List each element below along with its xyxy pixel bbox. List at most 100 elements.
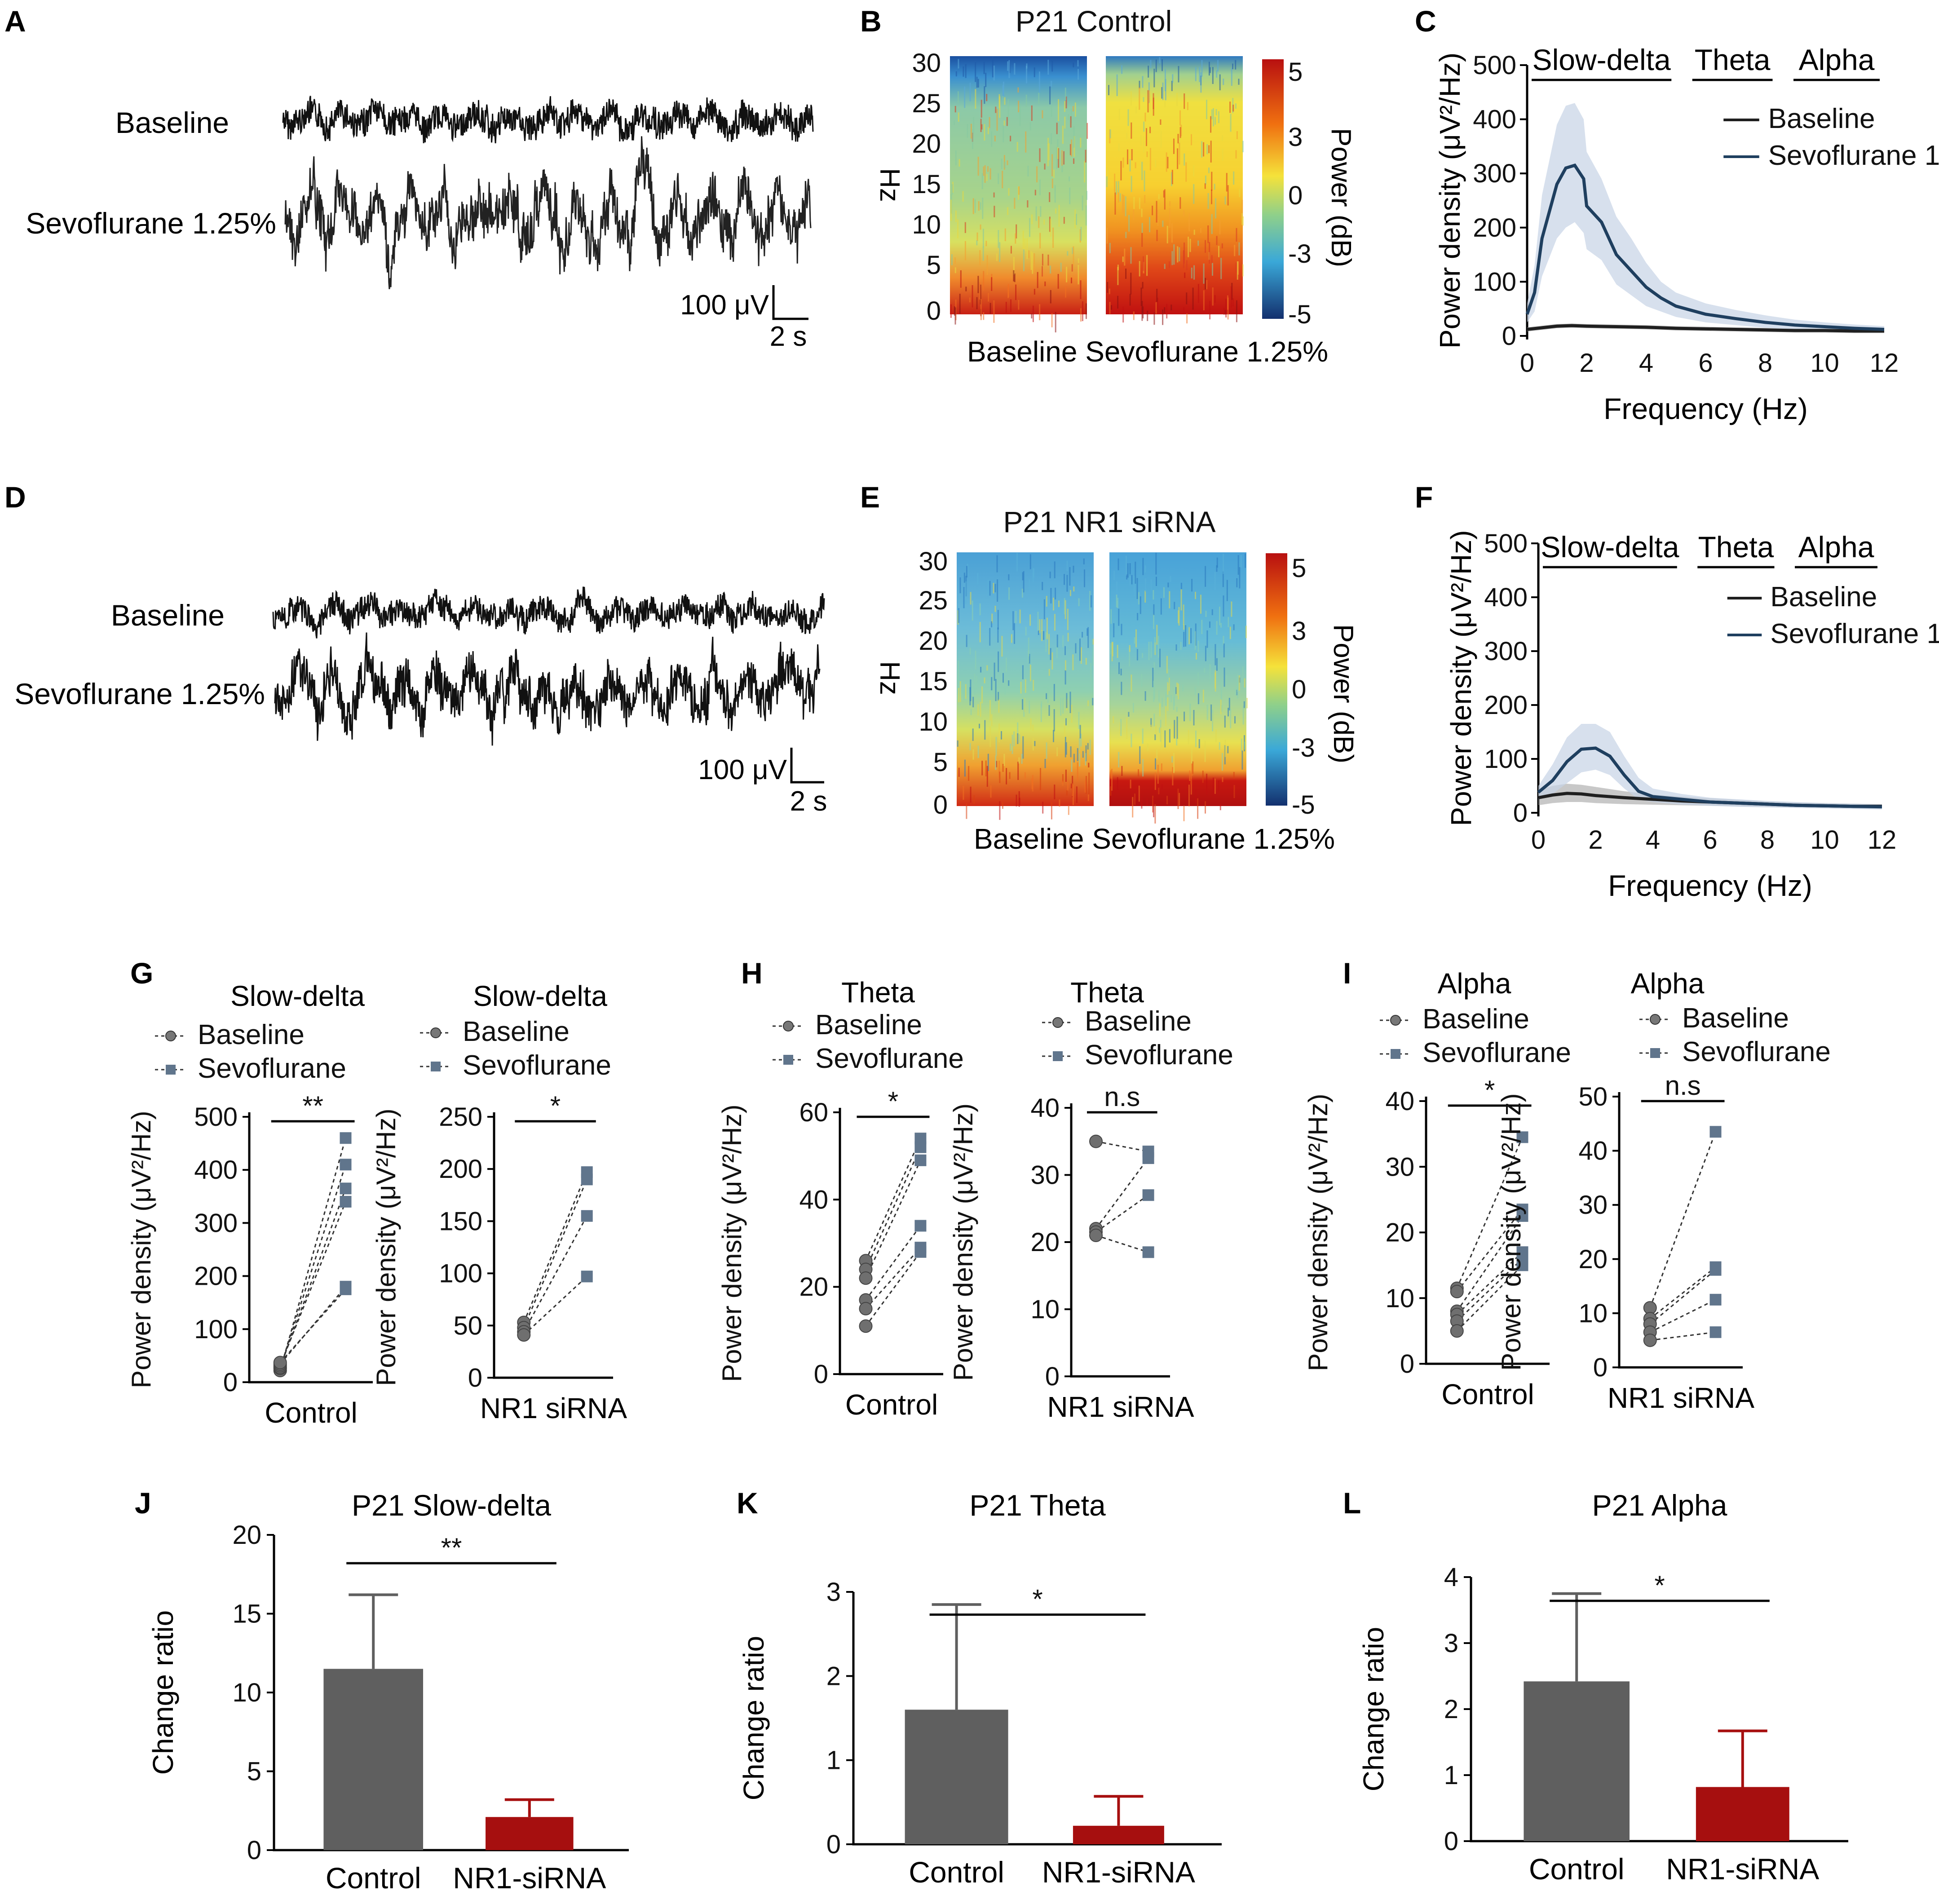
spectrogram-streak <box>1218 780 1219 792</box>
significance-label: * <box>1484 1075 1495 1105</box>
spectrogram-streak <box>1051 154 1053 176</box>
spectrogram-streak <box>1004 228 1006 241</box>
spectrogram-streak <box>1048 143 1050 160</box>
spectrogram-streak <box>1172 767 1174 785</box>
spectrogram-streak <box>1073 586 1075 592</box>
spectrogram-streak <box>982 198 984 219</box>
spectrogram-streak <box>1179 110 1181 126</box>
x-tick-label: 4 <box>1639 348 1653 378</box>
spectrogram-streak <box>960 270 962 288</box>
y-tick-label: 30 <box>1030 1161 1060 1190</box>
spectrogram-streak <box>1242 216 1244 226</box>
spectrogram-streak <box>1215 109 1217 115</box>
spectrogram-streak <box>1001 731 1002 740</box>
spectrogram-streak <box>1042 254 1043 266</box>
spectrogram-streak <box>1219 220 1221 235</box>
spectrogram-streak <box>1189 703 1191 721</box>
spectrogram-streak <box>1142 728 1144 744</box>
x-axis-label: Control <box>1441 1378 1534 1410</box>
spectrogram-streak <box>1117 192 1119 203</box>
spectrogram-streak <box>983 312 985 320</box>
sevoflurane-point <box>914 1141 927 1153</box>
spectrogram-streak <box>1203 290 1205 311</box>
spectrogram-streak <box>1184 711 1185 722</box>
spectrogram-streak <box>1018 757 1020 764</box>
spectrogram-streak <box>1077 762 1078 782</box>
spectrogram-streak <box>987 127 989 134</box>
spectrogram-streak <box>1070 108 1072 123</box>
spectrogram-streak <box>1142 558 1144 575</box>
spectrogram-streak <box>1130 780 1131 789</box>
spectrogram-streak <box>1174 602 1175 609</box>
spectrogram-streak <box>1166 656 1168 674</box>
y-tick-label: 200 <box>1484 691 1528 720</box>
bar <box>1696 1787 1789 1841</box>
spectrogram-streak <box>1197 284 1199 303</box>
colorbar-b-tick: 3 <box>1288 123 1303 152</box>
spectrogram-streak <box>1029 614 1031 626</box>
spectrogram-streak <box>950 304 952 318</box>
spectrogram-streak <box>1023 571 1025 593</box>
panel-label-i: I <box>1343 956 1351 990</box>
spectrogram-b-baseline <box>950 56 1087 314</box>
spectrogram-streak <box>1230 114 1232 132</box>
y-tick-label: 0 <box>1502 322 1516 351</box>
spectrogram-streak <box>1069 590 1071 596</box>
spectrogram-streak <box>1203 263 1205 284</box>
spectrogram-streak <box>1129 647 1131 667</box>
legend-label: Baseline <box>815 1009 922 1040</box>
spectrogram-streak <box>1216 658 1218 671</box>
spectrogram-streak <box>958 688 959 703</box>
spectrogram-streak <box>1142 306 1144 318</box>
spectrogram-streak <box>1222 571 1224 587</box>
spectrogram-streak <box>991 613 993 623</box>
significance-label: * <box>1032 1584 1042 1614</box>
spectrogram-streak <box>1145 578 1147 592</box>
spectrogram-b-ytick: 20 <box>912 129 941 159</box>
spectrogram-streak <box>1156 749 1158 760</box>
spectrogram-streak <box>980 666 982 673</box>
spectrogram-streak <box>1240 555 1242 568</box>
chart-title: P21 Slow-delta <box>352 1489 551 1522</box>
spectrogram-streak <box>1223 79 1224 85</box>
spectrogram-streak <box>1220 623 1222 628</box>
y-tick-label: 300 <box>1473 159 1516 188</box>
spectrogram-e-ytick: 15 <box>919 667 948 696</box>
spectrogram-streak <box>1010 246 1012 254</box>
spectrogram-streak <box>989 700 991 721</box>
y-tick-label: 0 <box>1400 1349 1414 1379</box>
spectrogram-streak <box>972 285 973 308</box>
spectrogram-streak <box>1043 631 1045 640</box>
spectrogram-streak <box>977 704 979 716</box>
sevoflurane-point <box>340 1182 352 1194</box>
y-tick-label: 40 <box>1030 1093 1060 1123</box>
spectrogram-streak <box>1157 635 1159 658</box>
spectrogram-streak <box>965 581 967 604</box>
spectrogram-streak <box>1031 105 1033 121</box>
spectrogram-streak <box>1003 754 1005 766</box>
spectrogram-streak <box>1193 229 1195 235</box>
spectrogram-streak <box>1054 614 1056 631</box>
bar <box>323 1669 423 1850</box>
x-tick-label: 8 <box>1758 348 1772 378</box>
sevoflurane-point <box>581 1173 593 1186</box>
spectrogram-streak <box>1039 304 1041 321</box>
spectrogram-streak <box>1216 621 1218 635</box>
spectrogram-streak <box>1028 250 1030 258</box>
legend-marker <box>166 1065 176 1075</box>
spectrogram-streak <box>1135 106 1137 113</box>
spectrogram-streak <box>1032 724 1034 731</box>
y-axis-title: Power density (μV²/Hz) <box>1496 1093 1526 1371</box>
spectrogram-streak <box>1073 246 1074 266</box>
spectrogram-streak <box>1027 166 1029 176</box>
spectrogram-streak <box>1226 173 1228 192</box>
spectrogram-streak <box>1166 796 1168 805</box>
spectrogram-streak <box>1092 645 1094 666</box>
spectrogram-streak <box>1219 606 1220 626</box>
spectrogram-streak <box>1188 237 1189 257</box>
spectrogram-streak <box>1135 162 1136 168</box>
spectrogram-streak <box>1010 744 1011 751</box>
spectrogram-streak <box>1061 150 1063 166</box>
spectrogram-streak <box>1214 184 1215 190</box>
